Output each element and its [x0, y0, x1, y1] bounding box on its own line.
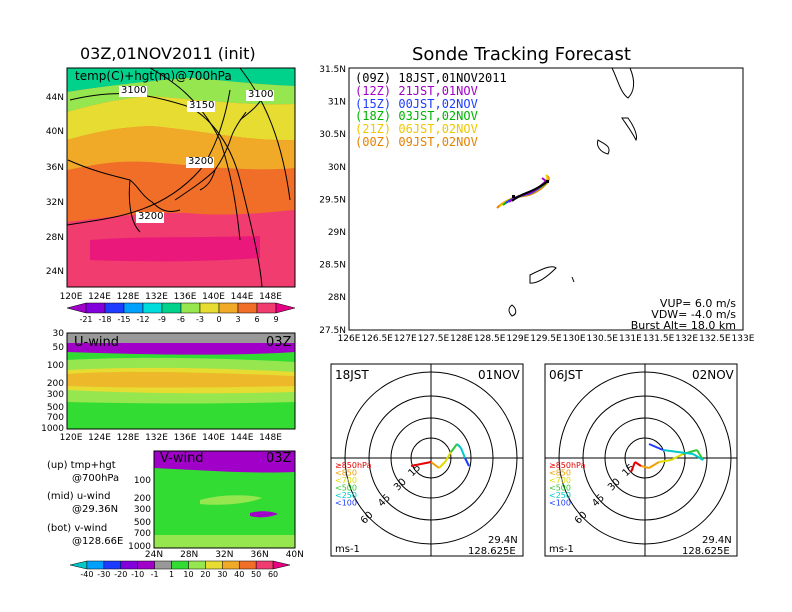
colorbar-swatch — [85, 302, 106, 314]
lon-tick-label: 128E — [117, 292, 140, 302]
map-lon-ticks: 120E 124E 128E 132E 136E 140E 144E 148E — [60, 292, 283, 302]
launch-row: (21Z) 06JST,02NOV — [355, 122, 478, 137]
tracking-title: Sonde Tracking Forecast — [412, 44, 631, 65]
colorbar-label: -15 — [117, 315, 130, 324]
legend-line: (bot) v-wind — [47, 523, 108, 534]
lon-tick-label: 120E — [60, 292, 83, 302]
colorbar-swatch — [199, 302, 220, 314]
sonde-params: VUP= 6.0 m/s VDW= -4.0 m/s Burst Alt= 18… — [631, 298, 736, 331]
colorbar-label: -12 — [136, 315, 149, 324]
v-wind-title: V-wind — [160, 451, 204, 466]
lat-tick-label: 36N — [46, 163, 64, 173]
launch-row: (18Z) 03JST,02NOV — [355, 109, 478, 124]
colorbar-swatch — [218, 302, 239, 314]
colorbar-label: -6 — [177, 315, 185, 324]
colorbar-label: -21 — [79, 315, 92, 324]
map-lat-ticks: 44N 40N 36N 32N 28N 24N — [46, 93, 64, 277]
colorbar-label: 9 — [273, 315, 278, 324]
contour-label: 3100 — [121, 85, 147, 96]
v-wind-time: 03Z — [266, 451, 292, 466]
launch-row: (12Z) 21JST,01NOV — [355, 83, 478, 98]
lon-tick-label: 144E — [231, 292, 254, 302]
colorbar-swatch — [161, 302, 182, 314]
burst-param: Burst Alt= 18.0 km — [630, 319, 736, 332]
colorbar-label: 0 — [216, 315, 221, 324]
lat-tick-label: 44N — [46, 93, 64, 103]
hodo-lon: 128.625E — [682, 546, 730, 557]
hodo-date: 02NOV — [692, 368, 734, 382]
hodo-units: ms-1 — [335, 544, 360, 555]
colorbar-label: -3 — [196, 315, 204, 324]
legend-line: @128.66E — [72, 536, 124, 547]
hodo-date: 01NOV — [478, 368, 520, 382]
lon-tick-label: 148E — [259, 292, 282, 302]
colorbar-swatch — [180, 302, 201, 314]
lat-tick-label: 24N — [46, 267, 64, 277]
hodo-time: 06JST — [549, 368, 583, 382]
legend-line: @700hPa — [72, 473, 120, 484]
hodo-lat: 29.4N — [488, 535, 518, 546]
colorbar-swatch — [275, 302, 296, 314]
launch-row: (09Z) 18JST,01NOV2011 — [355, 71, 507, 85]
map-label: temp(C)+hgt(m)@700hPa — [75, 69, 232, 83]
colorbar-label: -18 — [98, 315, 111, 324]
colorbar-label: 3 — [235, 315, 240, 324]
colorbar-label: -9 — [158, 315, 166, 324]
contour-label: 3150 — [189, 100, 215, 111]
contour-label: 3200 — [138, 211, 164, 222]
contour-label: 3100 — [248, 89, 274, 100]
lon-tick-label: 136E — [174, 292, 197, 302]
colorbar-swatch — [256, 302, 277, 314]
u-wind-title: U-wind — [74, 335, 119, 350]
u-wind-time: 03Z — [266, 335, 292, 350]
legend-line: (mid) u-wind — [47, 491, 111, 502]
lat-tick-label: 28N — [46, 233, 64, 243]
launch-row: (15Z) 00JST,02NOV — [355, 96, 478, 111]
launch-legend: (09Z) 18JST,01NOV2011 (12Z) 21JST,01NOV … — [355, 72, 507, 149]
vdw-param: VDW= -4.0 m/s — [651, 308, 736, 321]
hodo-lat: 29.4N — [702, 535, 732, 546]
lon-tick-label: 132E — [145, 292, 168, 302]
contour-label: 3200 — [188, 156, 214, 167]
lat-tick-label: 40N — [46, 127, 64, 137]
hodo-units: ms-1 — [549, 544, 574, 555]
colorbar-swatch — [237, 302, 258, 314]
temperature-colorbar: -21 -18 -15 -12 -9 -6 -3 0 3 6 9 — [66, 302, 296, 324]
lon-tick-label: 124E — [88, 292, 111, 302]
colorbar-swatch — [66, 302, 87, 314]
hodo-time: 18JST — [335, 368, 369, 382]
colorbar-swatch — [142, 302, 163, 314]
vup-param: VUP= 6.0 m/s — [659, 297, 736, 310]
lon-tick-label: 140E — [202, 292, 225, 302]
colorbar-label: 6 — [254, 315, 259, 324]
legend-line: (up) tmp+hgt — [47, 460, 116, 471]
colorbar-swatch — [104, 302, 125, 314]
launch-row: (00Z) 09JST,02NOV — [355, 134, 478, 149]
legend-line: @29.36N — [72, 504, 119, 515]
colorbar-swatch — [123, 302, 144, 314]
hodo-lon: 128.625E — [468, 546, 516, 557]
map-title: 03Z,01NOV2011 (init) — [80, 44, 256, 63]
lat-tick-label: 32N — [46, 198, 64, 208]
